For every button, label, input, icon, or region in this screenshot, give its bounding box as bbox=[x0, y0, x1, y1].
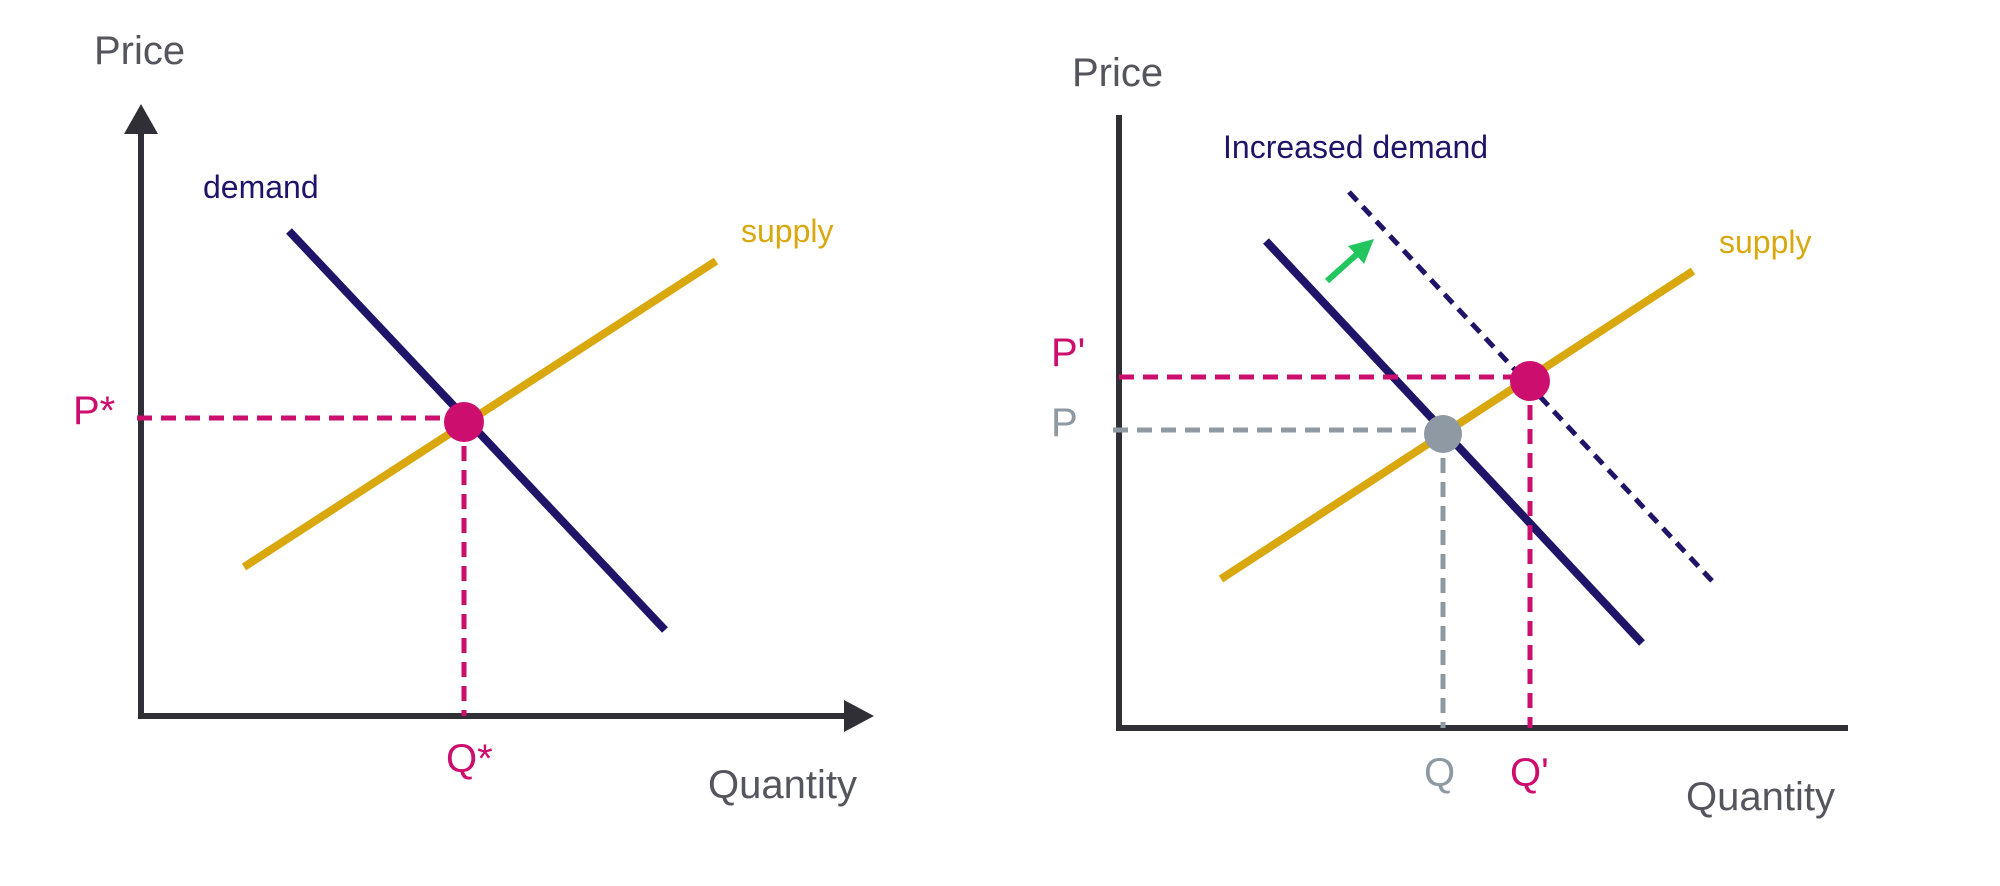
left-chart: Price Quantity demand supply P* Q* bbox=[73, 29, 874, 807]
left-equilibrium-point bbox=[444, 402, 484, 442]
left-x-axis-arrow-icon bbox=[844, 700, 874, 732]
right-x-axis-label: Quantity bbox=[1686, 775, 1835, 819]
left-price-label: P* bbox=[73, 389, 115, 433]
right-y-axis-label: Price bbox=[1072, 51, 1163, 95]
left-quantity-label: Q* bbox=[446, 737, 493, 781]
right-new-quantity-label: Q' bbox=[1510, 751, 1549, 795]
right-old-quantity-label: Q bbox=[1424, 751, 1455, 795]
right-supply-label: supply bbox=[1719, 224, 1812, 260]
left-supply-label: supply bbox=[741, 213, 834, 249]
left-y-axis-arrow-icon bbox=[124, 104, 158, 134]
right-increased-demand-label: Increased demand bbox=[1223, 129, 1488, 165]
right-new-equilibrium-point bbox=[1510, 361, 1550, 401]
demand-shift-arrow-icon bbox=[1324, 238, 1374, 284]
right-old-equilibrium-point bbox=[1424, 415, 1462, 453]
left-y-axis-label: Price bbox=[94, 29, 185, 73]
left-x-axis-label: Quantity bbox=[708, 763, 857, 807]
right-chart: Price Quantity Increased demand supply P… bbox=[1051, 51, 1848, 819]
right-new-price-label: P' bbox=[1051, 331, 1085, 375]
left-demand-label: demand bbox=[203, 169, 319, 205]
right-old-price-label: P bbox=[1051, 401, 1078, 445]
